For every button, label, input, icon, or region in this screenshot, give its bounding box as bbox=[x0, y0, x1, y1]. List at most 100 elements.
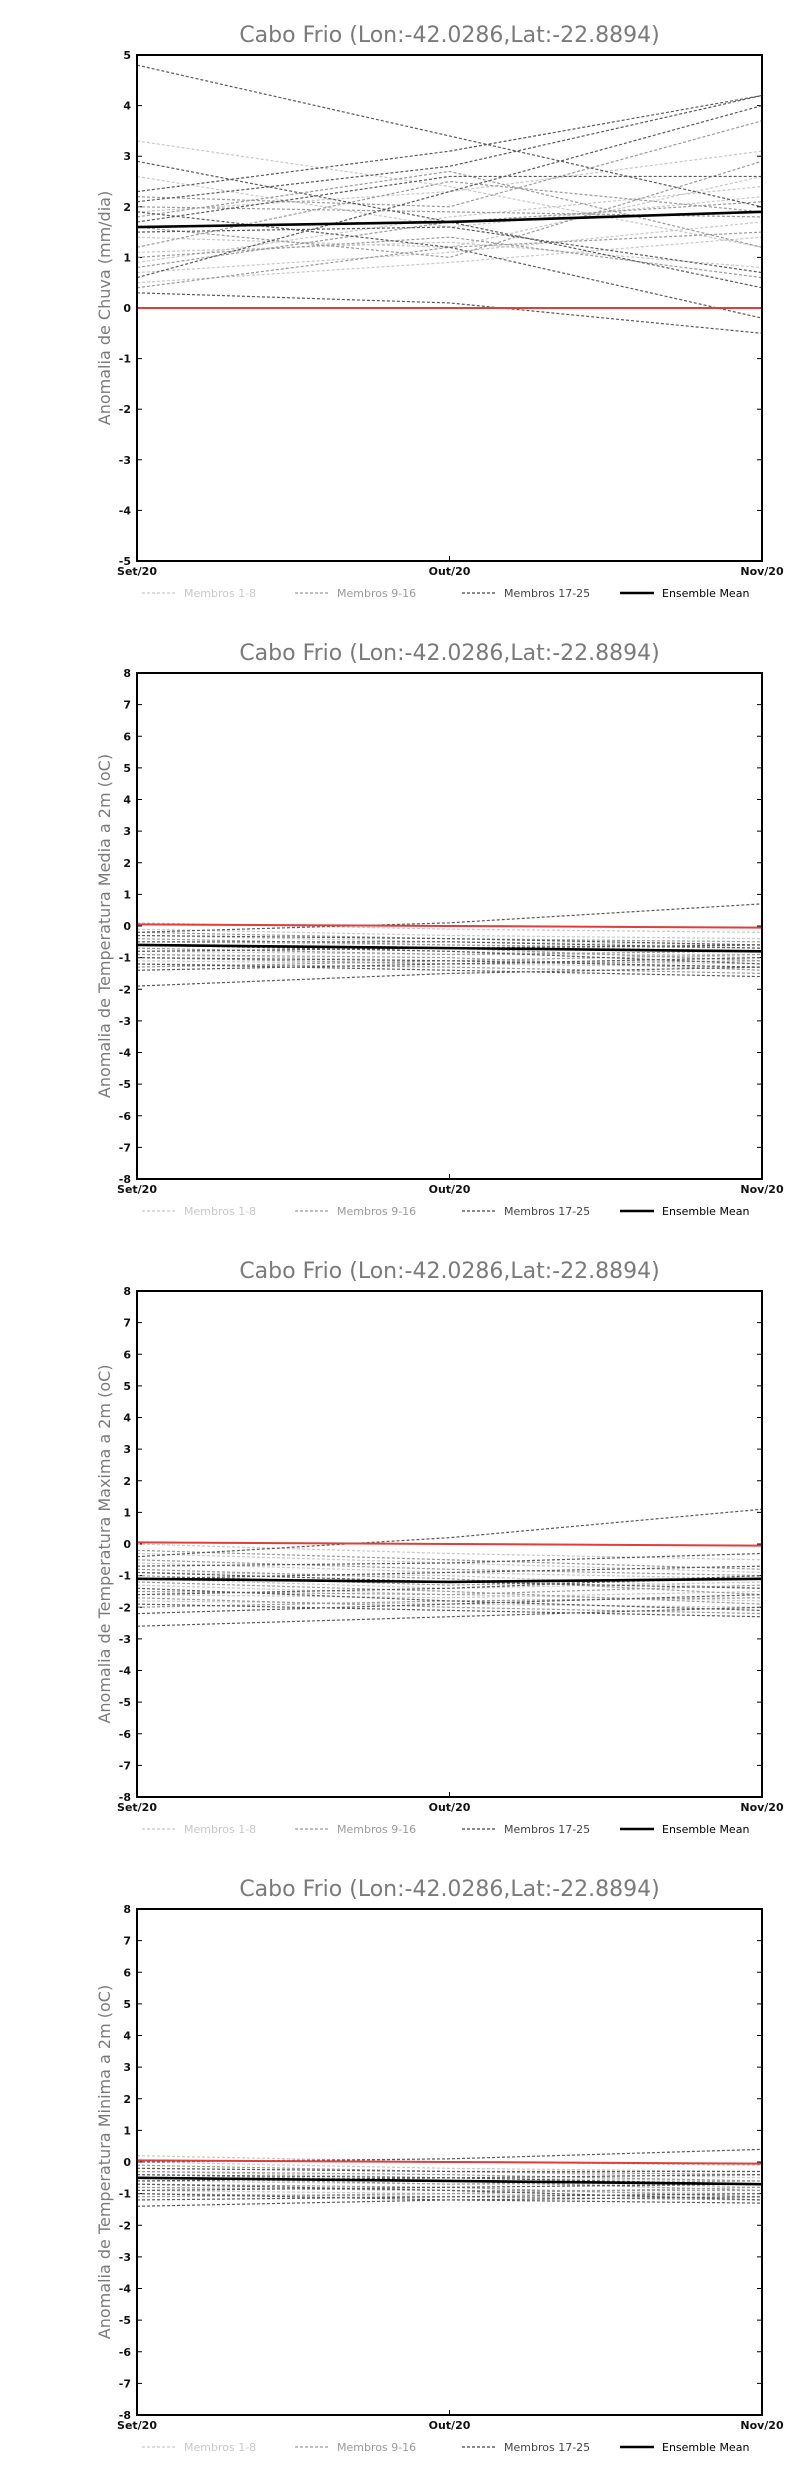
y-tick-label: 1 bbox=[123, 1506, 131, 1519]
member-series-line bbox=[136, 1590, 763, 1599]
member-series-line bbox=[136, 120, 763, 208]
y-tick-label: 8 bbox=[123, 1285, 131, 1298]
chart-title: Cabo Frio (Lon:-42.0286,Lat:-22.8894) bbox=[239, 1877, 659, 1902]
y-tick-label: 0 bbox=[123, 2156, 131, 2169]
member-series-line bbox=[136, 175, 763, 228]
x-tick-label: Nov/20 bbox=[740, 565, 784, 578]
member-series-line bbox=[136, 1584, 763, 1596]
member-series-line bbox=[136, 94, 763, 193]
x-tick-label: Nov/20 bbox=[740, 1801, 784, 1814]
x-tick-label: Set/20 bbox=[117, 1801, 157, 1814]
member-series-line bbox=[136, 931, 763, 943]
member-series-line bbox=[136, 140, 763, 248]
member-series-line bbox=[136, 236, 763, 279]
member-series-line bbox=[136, 150, 763, 213]
member-series-line bbox=[136, 928, 763, 940]
y-tick-label: 5 bbox=[123, 49, 131, 62]
plot-frame bbox=[136, 54, 763, 562]
legend-label: Ensemble Mean bbox=[662, 2441, 749, 2454]
member-series-line bbox=[136, 922, 763, 933]
member-series-line bbox=[136, 957, 763, 968]
member-series-line bbox=[136, 1603, 763, 1618]
y-tick-label: 6 bbox=[123, 1348, 131, 1361]
member-series-line bbox=[136, 2193, 763, 2201]
y-axis-label: Anomalia de Temperatura Minima a 2m (oC) bbox=[95, 1985, 114, 2339]
member-series-line bbox=[136, 160, 763, 259]
member-series-line bbox=[136, 2167, 763, 2179]
y-tick-label: 2 bbox=[123, 857, 131, 870]
member-series-line bbox=[136, 221, 763, 274]
chart-panel: Cabo Frio (Lon:-42.0286,Lat:-22.8894) Ano… bbox=[95, 23, 784, 600]
member-series-line bbox=[136, 953, 763, 971]
member-series-line bbox=[136, 966, 763, 987]
member-series-line bbox=[136, 231, 763, 289]
member-series-line bbox=[136, 963, 763, 978]
y-tick-label: -6 bbox=[119, 2346, 132, 2359]
chart-title: Cabo Frio (Lon:-42.0286,Lat:-22.8894) bbox=[239, 641, 659, 666]
member-series-line bbox=[136, 2170, 763, 2182]
y-tick-label: -8 bbox=[119, 1173, 131, 1186]
y-tick-label: -1 bbox=[119, 2188, 131, 2201]
member-series-line bbox=[136, 963, 763, 975]
y-tick-label: -3 bbox=[119, 2251, 131, 2264]
member-series-line bbox=[136, 2196, 763, 2207]
y-tick-label: 3 bbox=[123, 2061, 131, 2074]
chart-panel: Cabo Frio (Lon:-42.0286,Lat:-22.8894) Ano… bbox=[95, 1877, 784, 2454]
y-tick-label: 8 bbox=[123, 667, 131, 680]
member-series-line bbox=[136, 2164, 763, 2176]
member-series-line bbox=[136, 226, 763, 274]
y-tick-label: 2 bbox=[123, 1475, 131, 1488]
member-series-line bbox=[136, 1543, 763, 1561]
legend-label: Membros 9-16 bbox=[337, 2441, 416, 2454]
member-series-line bbox=[136, 2161, 763, 2173]
member-series-line bbox=[136, 1559, 763, 1577]
x-tick-label: Set/20 bbox=[117, 1183, 157, 1196]
y-tick-label: -3 bbox=[119, 1633, 131, 1646]
legend-label: Membros 1-8 bbox=[184, 2441, 256, 2454]
member-series-line bbox=[136, 185, 763, 264]
y-tick-label: 1 bbox=[123, 888, 131, 901]
y-axis-label: Anomalia de Temperatura Media a 2m (oC) bbox=[95, 754, 114, 1098]
y-tick-label: -5 bbox=[119, 1078, 131, 1091]
plot-frame bbox=[136, 1908, 763, 2416]
legend-label: Membros 9-16 bbox=[337, 1205, 416, 1218]
member-series-line bbox=[136, 236, 763, 284]
y-tick-label: -4 bbox=[119, 2283, 132, 2296]
member-series-line bbox=[136, 1565, 763, 1580]
x-tick-label: Nov/20 bbox=[740, 1183, 784, 1196]
member-series-line bbox=[136, 1568, 763, 1596]
member-series-line bbox=[136, 2186, 763, 2198]
ensemble-mean-line bbox=[136, 943, 763, 953]
x-tick-label: Out/20 bbox=[429, 565, 471, 578]
legend-label: Membros 1-8 bbox=[184, 1823, 256, 1836]
y-tick-label: -7 bbox=[119, 1759, 131, 1772]
y-tick-label: 5 bbox=[123, 1998, 131, 2011]
y-tick-label: 5 bbox=[123, 762, 131, 775]
y-tick-label: 0 bbox=[123, 1538, 131, 1551]
y-tick-label: 1 bbox=[123, 251, 131, 264]
member-series-line bbox=[136, 2148, 763, 2163]
legend-label: Membros 1-8 bbox=[184, 587, 256, 600]
y-tick-label: 7 bbox=[123, 699, 131, 712]
ensemble-mean-line bbox=[136, 2176, 763, 2186]
y-tick-label: 4 bbox=[123, 2030, 131, 2043]
member-series-line bbox=[136, 1587, 763, 1612]
legend-label: Ensemble Mean bbox=[662, 1205, 749, 1218]
member-series-line bbox=[136, 1606, 763, 1627]
y-tick-label: -5 bbox=[119, 555, 131, 568]
y-tick-label: -5 bbox=[119, 1696, 131, 1709]
chart-panel: Cabo Frio (Lon:-42.0286,Lat:-22.8894) Ano… bbox=[95, 1259, 784, 1836]
member-series-line bbox=[136, 957, 763, 971]
y-tick-label: 1 bbox=[123, 2124, 131, 2137]
member-series-line bbox=[136, 1581, 763, 1605]
legend-label: Membros 17-25 bbox=[504, 1823, 590, 1836]
y-tick-label: -1 bbox=[119, 1570, 131, 1583]
reference-series-line bbox=[136, 2159, 763, 2165]
y-tick-label: 6 bbox=[123, 1966, 131, 1979]
y-tick-label: -6 bbox=[119, 1728, 132, 1741]
y-axis-label: Anomalia de Chuva (mm/dia) bbox=[95, 191, 114, 425]
chart-title: Cabo Frio (Lon:-42.0286,Lat:-22.8894) bbox=[239, 23, 659, 48]
reference-series-line bbox=[136, 1541, 763, 1547]
chart-title: Cabo Frio (Lon:-42.0286,Lat:-22.8894) bbox=[239, 1259, 659, 1284]
